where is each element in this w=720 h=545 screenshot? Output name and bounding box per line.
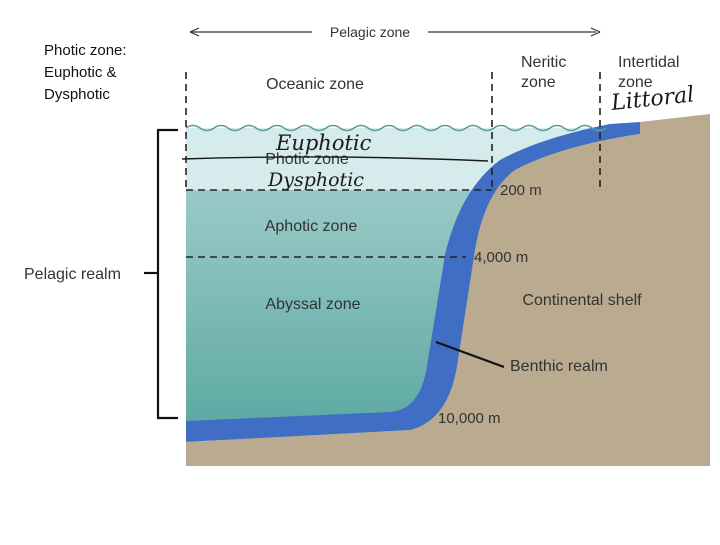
photic-layer — [186, 128, 610, 190]
euphotic-divider-stroke — [181, 156, 489, 162]
intertidal-zone-line2: zone — [618, 74, 653, 91]
intertidal-zone-label: Intertidal zone — [618, 54, 684, 91]
abyssal-zone-label: Abyssal zone — [265, 296, 360, 313]
seafloor — [186, 114, 710, 466]
depth-200m-label: 200 m — [500, 182, 542, 199]
handwritten-euphotic: Euphotic — [275, 131, 372, 155]
benthic-realm-pointer — [435, 340, 505, 369]
continental-shelf-label: Continental shelf — [522, 292, 642, 309]
pelagic-realm-label: Pelagic realm — [24, 266, 121, 283]
depth-lines — [186, 189, 492, 258]
aphotic-zone-label: Aphotic zone — [265, 218, 358, 235]
benthic-realm-label: Benthic realm — [510, 358, 608, 375]
oceanic-zone-label: Oceanic zone — [266, 76, 364, 93]
zone-dividers — [185, 72, 601, 192]
depth-4000m-label: 4,000 m — [474, 249, 528, 266]
pelagic-zone-label: Pelagic zone — [330, 24, 410, 40]
pelagic-realm-bracket — [144, 128, 178, 420]
depth-10000m-label: 10,000 m — [438, 410, 501, 427]
pelagic-zone-arrow — [189, 27, 601, 37]
photic-zone-note: Photic zone: Euphotic & Dysphotic — [44, 42, 127, 103]
photic-zone-label: Photic zone — [265, 151, 349, 168]
neritic-zone-line1: Neritic — [521, 54, 566, 71]
handwritten-dysphotic: Dysphotic — [267, 169, 364, 191]
neritic-zone-line2: zone — [521, 74, 556, 91]
handwritten-annotations: Euphotic Dysphotic Littoral — [181, 82, 695, 191]
water-surface-waves — [185, 124, 607, 132]
neritic-zone-label: Neritic zone — [521, 54, 571, 91]
intertidal-zone-line1: Intertidal — [618, 54, 679, 71]
